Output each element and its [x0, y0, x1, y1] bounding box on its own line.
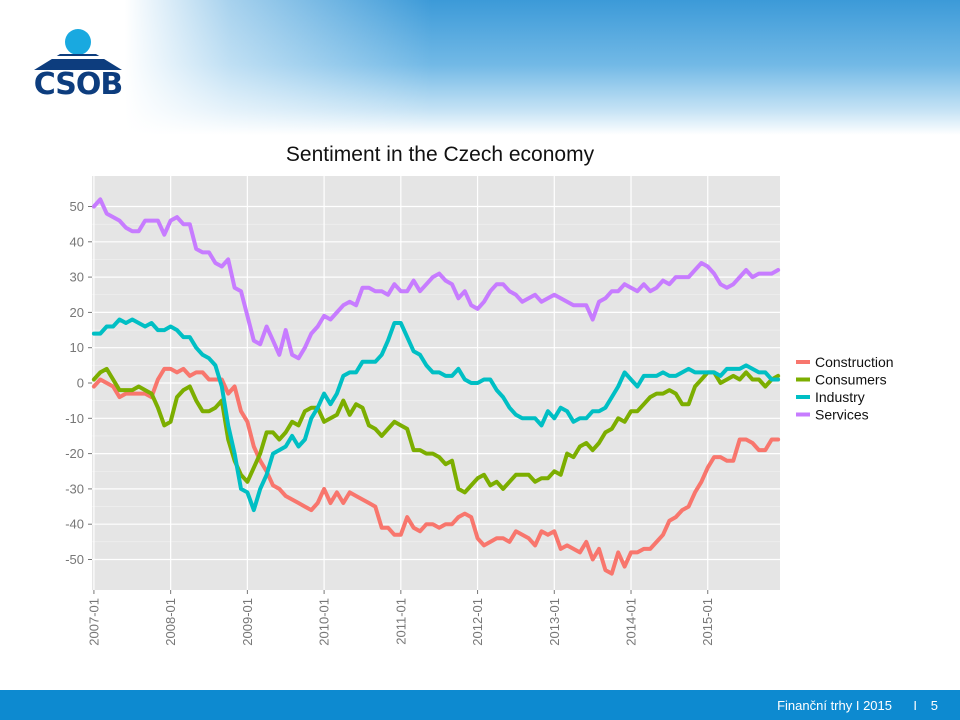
series-lines: [91, 197, 781, 576]
y-tick-label: -20: [65, 446, 84, 461]
y-tick-label: 10: [70, 340, 84, 355]
y-tick-label: -30: [65, 481, 84, 496]
x-tick-label: 2011-01: [393, 598, 408, 645]
chart-title: Sentiment in the Czech economy: [285, 143, 595, 166]
x-tick-label: 2010-01: [317, 598, 332, 646]
csob-logo-icon: [34, 29, 122, 70]
x-tick-label: 2012-01: [470, 598, 485, 646]
y-axis-ticks: 50 40 30 20 10 0 -10 -20 -30 -40 -50: [65, 199, 92, 567]
series-line-services: [91, 197, 781, 361]
footer-label: Finanční trhy I 2015: [777, 698, 892, 713]
y-tick-label: -10: [65, 411, 84, 426]
page-number: 5: [930, 698, 938, 713]
x-axis-ticks: 2007-01 2008-01 2009-01 2010-01 2011-01 2012-…: [86, 590, 715, 646]
footer-bar: Finanční trhy I 2015 I 5: [0, 690, 960, 720]
y-tick-label: -50: [65, 552, 84, 567]
y-tick-label: 20: [70, 305, 84, 320]
series-line-consumers: [91, 366, 781, 495]
series-line-industry: [91, 317, 781, 513]
sentiment-chart: 50 40 30 20 10 0 -10 -20 -30 -40 -50 2007-01 2008-0…: [65, 176, 894, 646]
x-tick-label: 2015-01: [700, 598, 715, 646]
y-tick-label: 50: [70, 199, 84, 214]
x-tick-label: 2008-01: [163, 598, 178, 646]
y-tick-label: -40: [65, 517, 84, 532]
y-tick-label: 0: [77, 376, 84, 391]
x-tick-label: 2009-01: [240, 598, 255, 646]
legend-label-consumers: Consumers: [815, 372, 887, 388]
x-tick-label: 2013-01: [547, 598, 562, 646]
legend-label-services: Services: [815, 407, 869, 423]
x-tick-label: 2014-01: [624, 598, 639, 646]
y-tick-label: 40: [70, 234, 84, 249]
series-line-construction: [91, 366, 781, 576]
csob-logo: ČSOB: [30, 28, 126, 100]
logo-wordmark: ČSOB: [33, 67, 124, 102]
footer-separator: I: [913, 698, 917, 713]
y-tick-label: 30: [70, 270, 84, 285]
legend-label-construction: Construction: [815, 354, 894, 370]
legend-label-industry: Industry: [815, 389, 865, 405]
header-fade: [0, 0, 960, 135]
x-tick-label: 2007-01: [86, 598, 101, 646]
